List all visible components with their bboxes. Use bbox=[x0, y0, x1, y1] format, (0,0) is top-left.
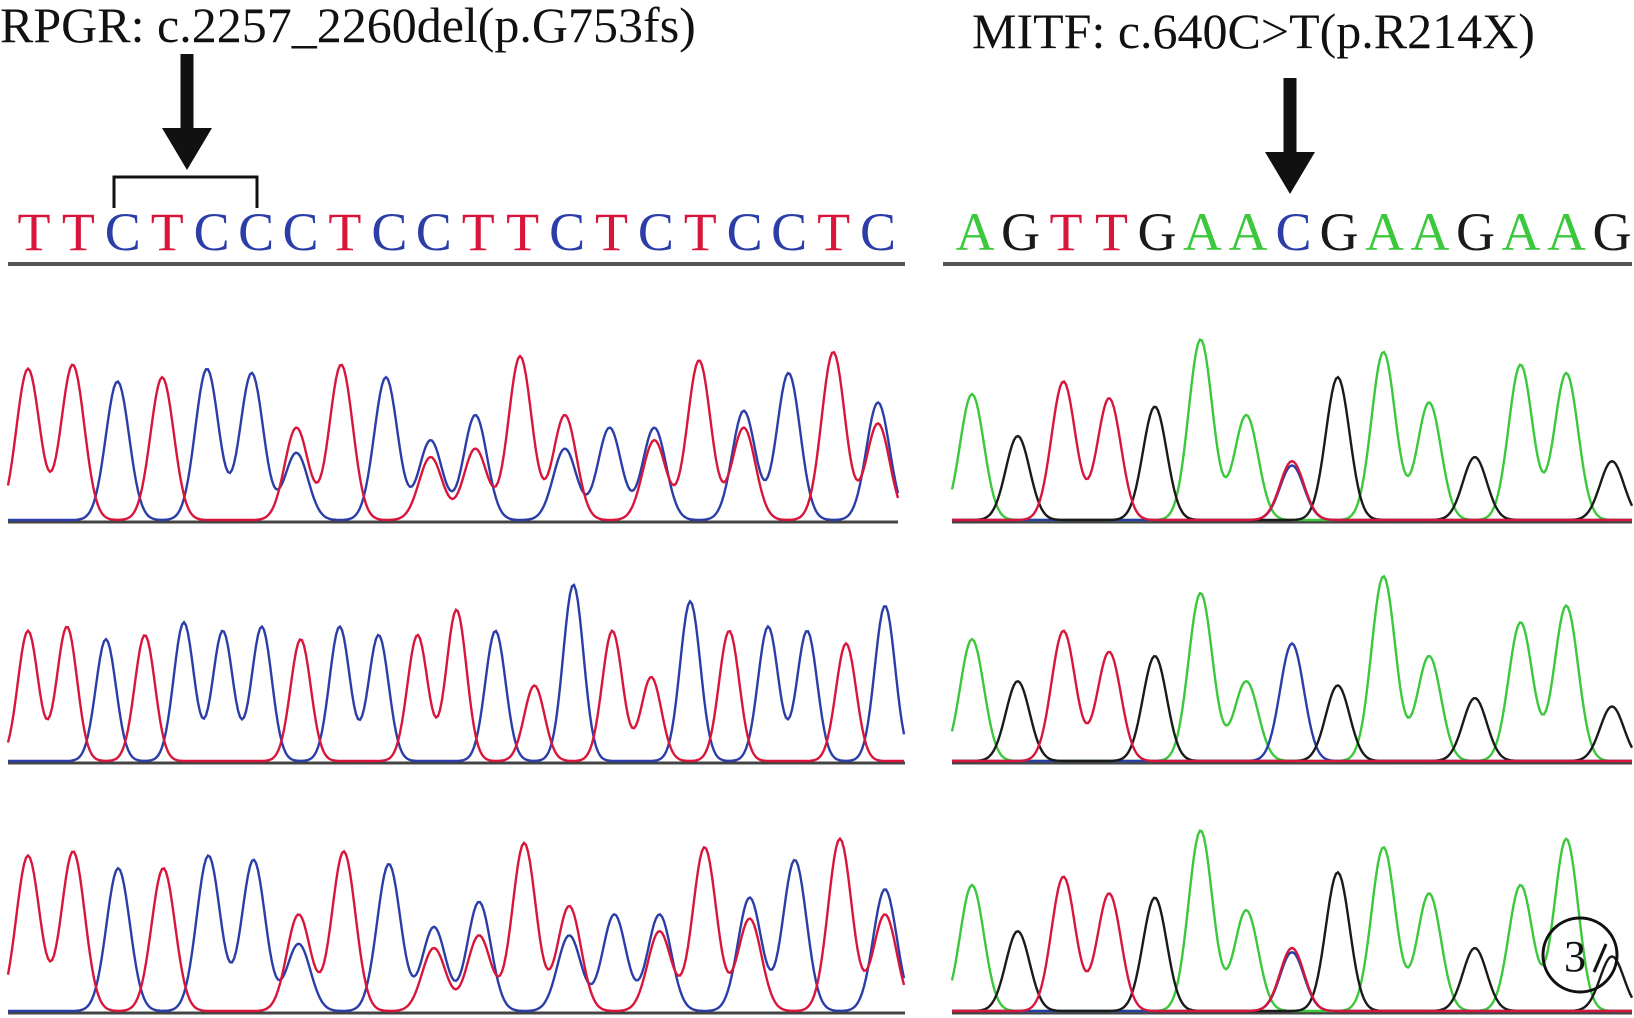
base-C-rpgr-3: C bbox=[105, 202, 141, 262]
base-T-rpgr-8: T bbox=[328, 202, 361, 262]
rpgr-trace-3 bbox=[6, 836, 906, 1015]
rpgr-trace-3-C-curve bbox=[8, 853, 906, 1013]
mitf-trace-3 bbox=[950, 828, 1634, 1015]
base-A-mitf-11: A bbox=[1411, 202, 1450, 262]
base-G-mitf-9: G bbox=[1320, 202, 1359, 262]
base-A-mitf-1: A bbox=[956, 202, 995, 262]
base-T-rpgr-1: T bbox=[18, 202, 51, 262]
base-T-mitf-3: T bbox=[1050, 202, 1083, 262]
rpgr-trace-2-T-curve bbox=[6, 608, 904, 763]
deletion-bracket bbox=[112, 175, 259, 208]
base-G-mitf-2: G bbox=[1001, 202, 1040, 262]
mitf-trace-1-T-curve bbox=[952, 379, 1632, 522]
base-C-rpgr-7: C bbox=[282, 202, 318, 262]
base-T-rpgr-4: T bbox=[151, 202, 184, 262]
rpgr-title: RPGR: c.2257_2260del(p.G753fs) bbox=[0, 0, 696, 53]
base-T-rpgr-19: T bbox=[817, 202, 850, 262]
mitf-trace-3-C-curve bbox=[952, 950, 1632, 1013]
rpgr-trace-2-C-curve bbox=[8, 583, 906, 763]
badge-label: 3 bbox=[1564, 932, 1586, 981]
base-C-rpgr-17: C bbox=[727, 202, 763, 262]
rpgr-trace-1-C-curve bbox=[8, 367, 900, 522]
trace-group bbox=[6, 337, 1634, 1015]
base-T-rpgr-14: T bbox=[595, 202, 628, 262]
mitf-trace-1-C-curve bbox=[952, 464, 1632, 522]
mitf-trace-2 bbox=[950, 574, 1634, 765]
mitf-trace-1 bbox=[950, 337, 1634, 524]
mitf-trace-2-T-curve bbox=[952, 629, 1632, 763]
base-C-rpgr-15: C bbox=[638, 202, 674, 262]
base-T-mitf-4: T bbox=[1095, 202, 1128, 262]
base-T-rpgr-16: T bbox=[684, 202, 717, 262]
base-A-mitf-7: A bbox=[1229, 202, 1268, 262]
base-G-mitf-5: G bbox=[1138, 202, 1177, 262]
base-C-mitf-8: C bbox=[1275, 202, 1311, 262]
base-C-rpgr-13: C bbox=[549, 202, 585, 262]
rpgr-trace-1 bbox=[6, 350, 900, 524]
base-C-rpgr-9: C bbox=[371, 202, 407, 262]
rpgr-trace-1-T-curve bbox=[6, 350, 900, 522]
mitf-title: MITF: c.640C>T(p.R214X) bbox=[972, 3, 1535, 59]
mitf-trace-1-A-curve bbox=[950, 337, 1632, 522]
rpgr-trace-3-T-curve bbox=[6, 836, 906, 1013]
base-T-rpgr-12: T bbox=[506, 202, 539, 262]
base-A-mitf-6: A bbox=[1183, 202, 1222, 262]
base-T-rpgr-2: T bbox=[62, 202, 95, 262]
base-G-mitf-12: G bbox=[1456, 202, 1495, 262]
mitf-trace-3-T-curve bbox=[952, 875, 1632, 1013]
base-A-mitf-14: A bbox=[1547, 202, 1586, 262]
mitf-trace-3-G-curve bbox=[952, 870, 1634, 1013]
base-T-rpgr-11: T bbox=[462, 202, 495, 262]
mitf-mutation-arrow bbox=[1265, 78, 1315, 194]
base-G-mitf-15: G bbox=[1593, 202, 1632, 262]
base-C-rpgr-10: C bbox=[416, 202, 452, 262]
base-C-rpgr-20: C bbox=[860, 202, 896, 262]
rpgr-trace-2 bbox=[6, 583, 906, 765]
base-C-rpgr-6: C bbox=[238, 202, 274, 262]
figure-badge: 3 bbox=[1541, 916, 1619, 994]
base-C-rpgr-18: C bbox=[771, 202, 807, 262]
base-C-rpgr-5: C bbox=[194, 202, 230, 262]
rpgr-mutation-arrow bbox=[162, 54, 212, 170]
base-A-mitf-10: A bbox=[1365, 202, 1404, 262]
base-A-mitf-13: A bbox=[1502, 202, 1541, 262]
